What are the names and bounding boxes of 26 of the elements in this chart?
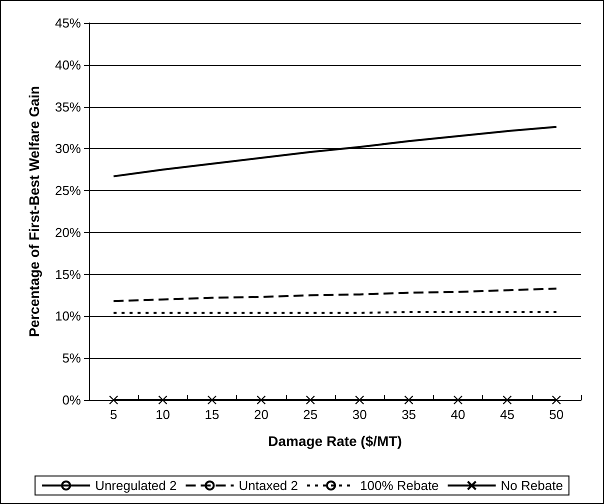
- x-tick-label: 45: [500, 407, 514, 422]
- x-tick-label: 20: [254, 407, 268, 422]
- legend-label: Untaxed 2: [238, 478, 298, 493]
- y-tick-label: 10%: [54, 308, 82, 324]
- legend-label: 100% Rebate: [360, 478, 439, 493]
- y-axis-title: Percentage of First-Best Welfare Gain: [26, 86, 42, 338]
- y-tick-label: 15%: [54, 266, 82, 282]
- y-tick-label: 20%: [54, 224, 82, 240]
- x-tick-label: 40: [450, 407, 466, 422]
- x-tick-label: 5: [110, 407, 118, 422]
- y-tick-label: 30%: [54, 141, 82, 156]
- y-tick-label: 45%: [54, 16, 82, 30]
- x-tick-label: 10: [156, 407, 170, 422]
- y-tick-label: 0%: [62, 392, 82, 408]
- legend-label: Unregulated 2: [95, 478, 177, 493]
- x-tick-label: 50: [549, 407, 564, 422]
- x-tick-label: 35: [402, 407, 416, 422]
- x-tick-label: 30: [352, 407, 367, 422]
- y-tick-label: 35%: [54, 99, 82, 114]
- y-tick-label: 40%: [54, 57, 82, 72]
- x-tick-label: 25: [303, 407, 318, 422]
- legend-label: No Rebate: [500, 478, 563, 493]
- y-tick-label: 25%: [54, 183, 82, 198]
- x-axis-title: Damage Rate ($/MT): [268, 433, 402, 449]
- x-tick-label: 15: [204, 407, 220, 422]
- y-tick-label: 5%: [62, 350, 82, 366]
